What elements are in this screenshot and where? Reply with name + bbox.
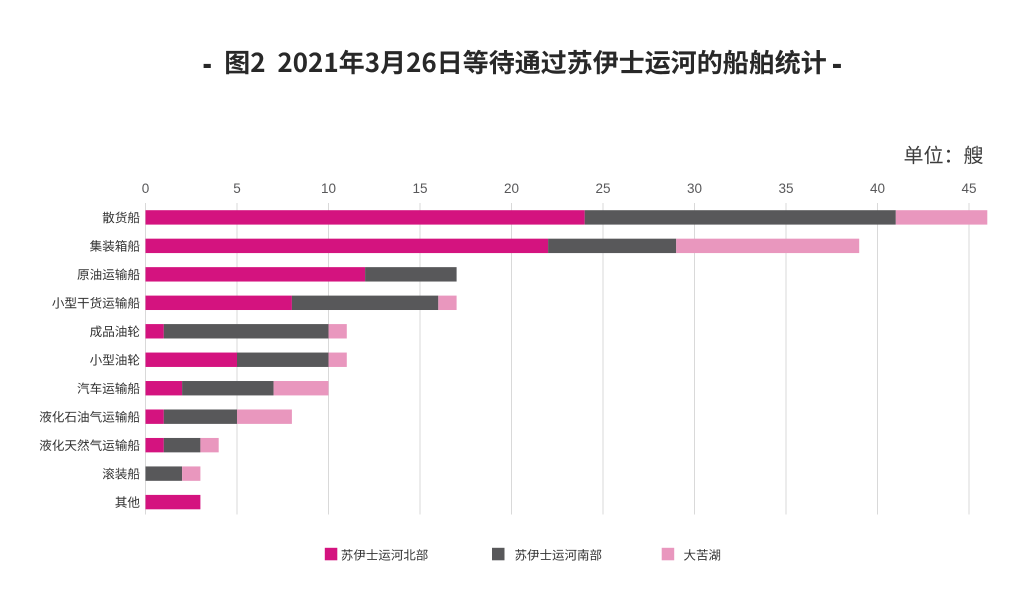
svg-text:30: 30 — [687, 181, 702, 196]
svg-text:40: 40 — [870, 181, 885, 196]
svg-text:25: 25 — [595, 181, 610, 196]
svg-text:45: 45 — [961, 181, 976, 196]
svg-text:0: 0 — [142, 181, 150, 196]
svg-text:5: 5 — [233, 181, 241, 196]
svg-text:10: 10 — [321, 181, 336, 196]
svg-text:15: 15 — [412, 181, 427, 196]
svg-text:35: 35 — [778, 181, 793, 196]
svg-text:20: 20 — [504, 181, 519, 196]
